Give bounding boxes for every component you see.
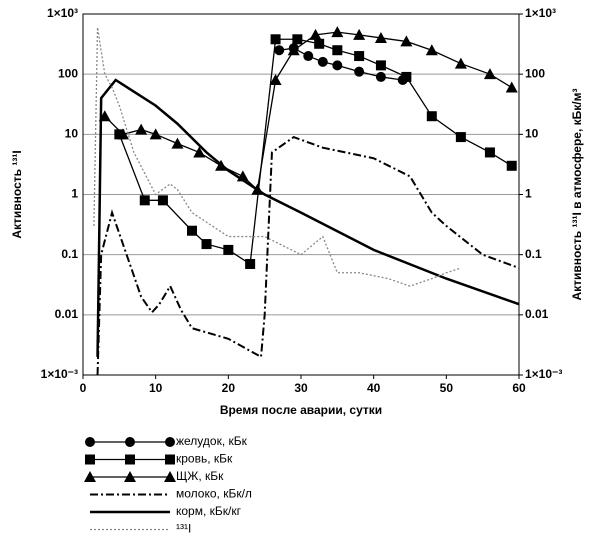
y-tick-label: 0.01	[55, 307, 79, 321]
legend-label: корм, кБк/кг	[176, 504, 242, 518]
legend-marker	[124, 471, 136, 482]
legend-label: желудок, кБк	[176, 434, 248, 448]
marker	[309, 28, 322, 40]
marker	[317, 56, 328, 67]
marker	[114, 129, 125, 140]
marker	[331, 26, 344, 38]
legend-marker	[85, 437, 95, 447]
marker	[303, 51, 314, 62]
marker	[157, 195, 168, 206]
legend-label: ЩЖ, кБк	[176, 469, 224, 483]
marker	[135, 123, 148, 135]
series-line	[93, 27, 462, 287]
plot-frame	[82, 13, 520, 376]
y-tick-label: 1	[71, 187, 78, 201]
marker	[483, 68, 496, 80]
marker	[139, 195, 150, 206]
marker	[292, 34, 303, 45]
marker	[332, 60, 343, 71]
marker	[375, 60, 386, 71]
y2-tick-label: 1	[525, 187, 532, 201]
y-tick-label: 10	[65, 127, 79, 141]
x-tick-label: 50	[440, 381, 454, 395]
y2-tick-label: 0.1	[525, 247, 542, 261]
marker	[454, 57, 467, 69]
marker	[187, 225, 197, 236]
marker	[353, 28, 366, 40]
y2-tick-label: 100	[525, 66, 545, 80]
y-tick-label: 100	[58, 66, 78, 80]
legend-label: ¹³¹I	[176, 522, 191, 536]
marker	[171, 137, 184, 149]
marker	[201, 239, 212, 250]
marker	[149, 128, 162, 140]
y2-tick-label: 1×10⁻³	[525, 367, 562, 381]
x-tick-label: 40	[367, 381, 381, 395]
marker	[116, 128, 129, 140]
legend-marker	[84, 471, 96, 482]
legend-marker	[165, 454, 175, 465]
marker	[223, 244, 234, 255]
marker	[269, 73, 282, 85]
y-tick-label: 0.1	[61, 247, 78, 261]
marker	[484, 147, 495, 158]
marker	[401, 71, 412, 82]
legend-marker	[85, 454, 95, 465]
y2-tick-label: 0.01	[525, 307, 549, 321]
legend-marker	[164, 471, 176, 482]
marker	[270, 34, 281, 45]
x-tick-label: 10	[149, 381, 163, 395]
x-tick-label: 60	[512, 381, 526, 395]
marker	[287, 44, 300, 56]
y2-tick-label: 1×10³	[525, 6, 556, 20]
marker	[193, 146, 206, 158]
y-tick-label: 1×10⁻³	[41, 367, 78, 381]
series-line	[96, 135, 520, 376]
x-tick-label: 30	[294, 381, 308, 395]
marker	[426, 111, 437, 122]
marker	[374, 31, 387, 43]
legend-marker	[125, 454, 135, 465]
marker	[245, 258, 256, 269]
marker	[505, 81, 518, 93]
y-tick-label: 1×10³	[47, 6, 78, 20]
marker	[455, 132, 466, 143]
legend-label: кровь, кБк	[176, 452, 233, 466]
marker	[375, 71, 386, 82]
marker	[400, 35, 413, 47]
marker	[314, 38, 325, 49]
marker	[425, 44, 438, 56]
y2-axis-label: Активность ¹³¹I в атмосфере, кБк/м³	[570, 88, 584, 300]
marker	[354, 66, 365, 77]
x-tick-label: 0	[80, 381, 87, 395]
x-tick-label: 20	[222, 381, 236, 395]
y-axis-label: Активность ¹³¹I	[10, 150, 24, 238]
marker	[354, 51, 365, 62]
marker	[506, 160, 517, 171]
marker	[332, 45, 343, 56]
legend-marker	[165, 437, 175, 447]
legend-label: молоко, кБк/л	[176, 487, 252, 501]
x-axis-label: Время после аварии, сутки	[220, 403, 382, 417]
series-line	[96, 78, 520, 357]
legend-marker	[125, 437, 135, 447]
marker	[274, 45, 285, 56]
y2-tick-label: 10	[525, 127, 539, 141]
